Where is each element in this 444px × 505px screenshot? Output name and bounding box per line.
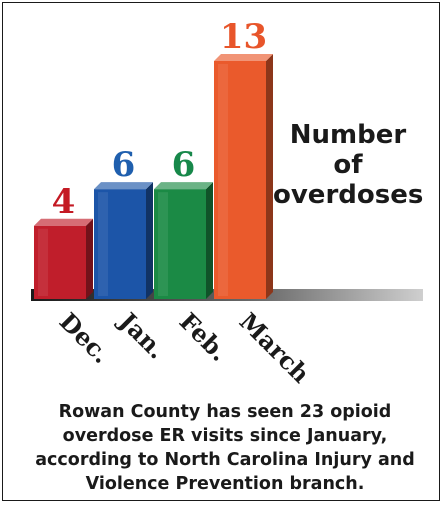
infographic-frame: 4 Dec. 6 Jan. 6 Feb. 13 March Number of overdos…: [2, 2, 440, 501]
chart-title: Number of overdoses: [273, 120, 423, 210]
category-label-dec: Dec.: [54, 307, 116, 369]
bar-side: [266, 54, 273, 299]
bar-highlight: [98, 192, 108, 296]
chart-title-line-2: of: [333, 150, 363, 180]
bar-top: [214, 54, 273, 61]
category-label-feb: Feb.: [174, 307, 234, 367]
bars-layer: 4 Dec. 6 Jan. 6 Feb. 13 March: [34, 17, 316, 389]
bar-chart: 4 Dec. 6 Jan. 6 Feb. 13 March: [31, 17, 423, 389]
bar-jan: [94, 182, 153, 299]
bar-side: [86, 218, 93, 299]
data-label-dec: 4: [52, 182, 76, 222]
bar-side: [206, 182, 213, 299]
bar-side: [146, 182, 153, 299]
chart-title-line-3: overdoses: [273, 180, 424, 210]
caption-text: Rowan County has seen 23 opioid overdose…: [35, 402, 415, 494]
bar-highlight: [158, 192, 168, 296]
bar-top: [154, 182, 213, 190]
bar-dec: [34, 218, 93, 299]
chart-title-line-1: Number: [289, 120, 407, 150]
bar-feb: [154, 182, 213, 299]
bar-highlight: [38, 228, 48, 296]
category-label-jan: Jan.: [112, 305, 171, 364]
bar-top: [34, 218, 93, 226]
bar-highlight: [218, 64, 228, 296]
category-label-march: March: [234, 307, 316, 389]
bar-top: [94, 182, 153, 190]
data-label-jan: 6: [112, 145, 136, 185]
bar-march: [214, 54, 273, 299]
data-label-march: 13: [220, 17, 267, 57]
data-label-feb: 6: [172, 145, 196, 185]
